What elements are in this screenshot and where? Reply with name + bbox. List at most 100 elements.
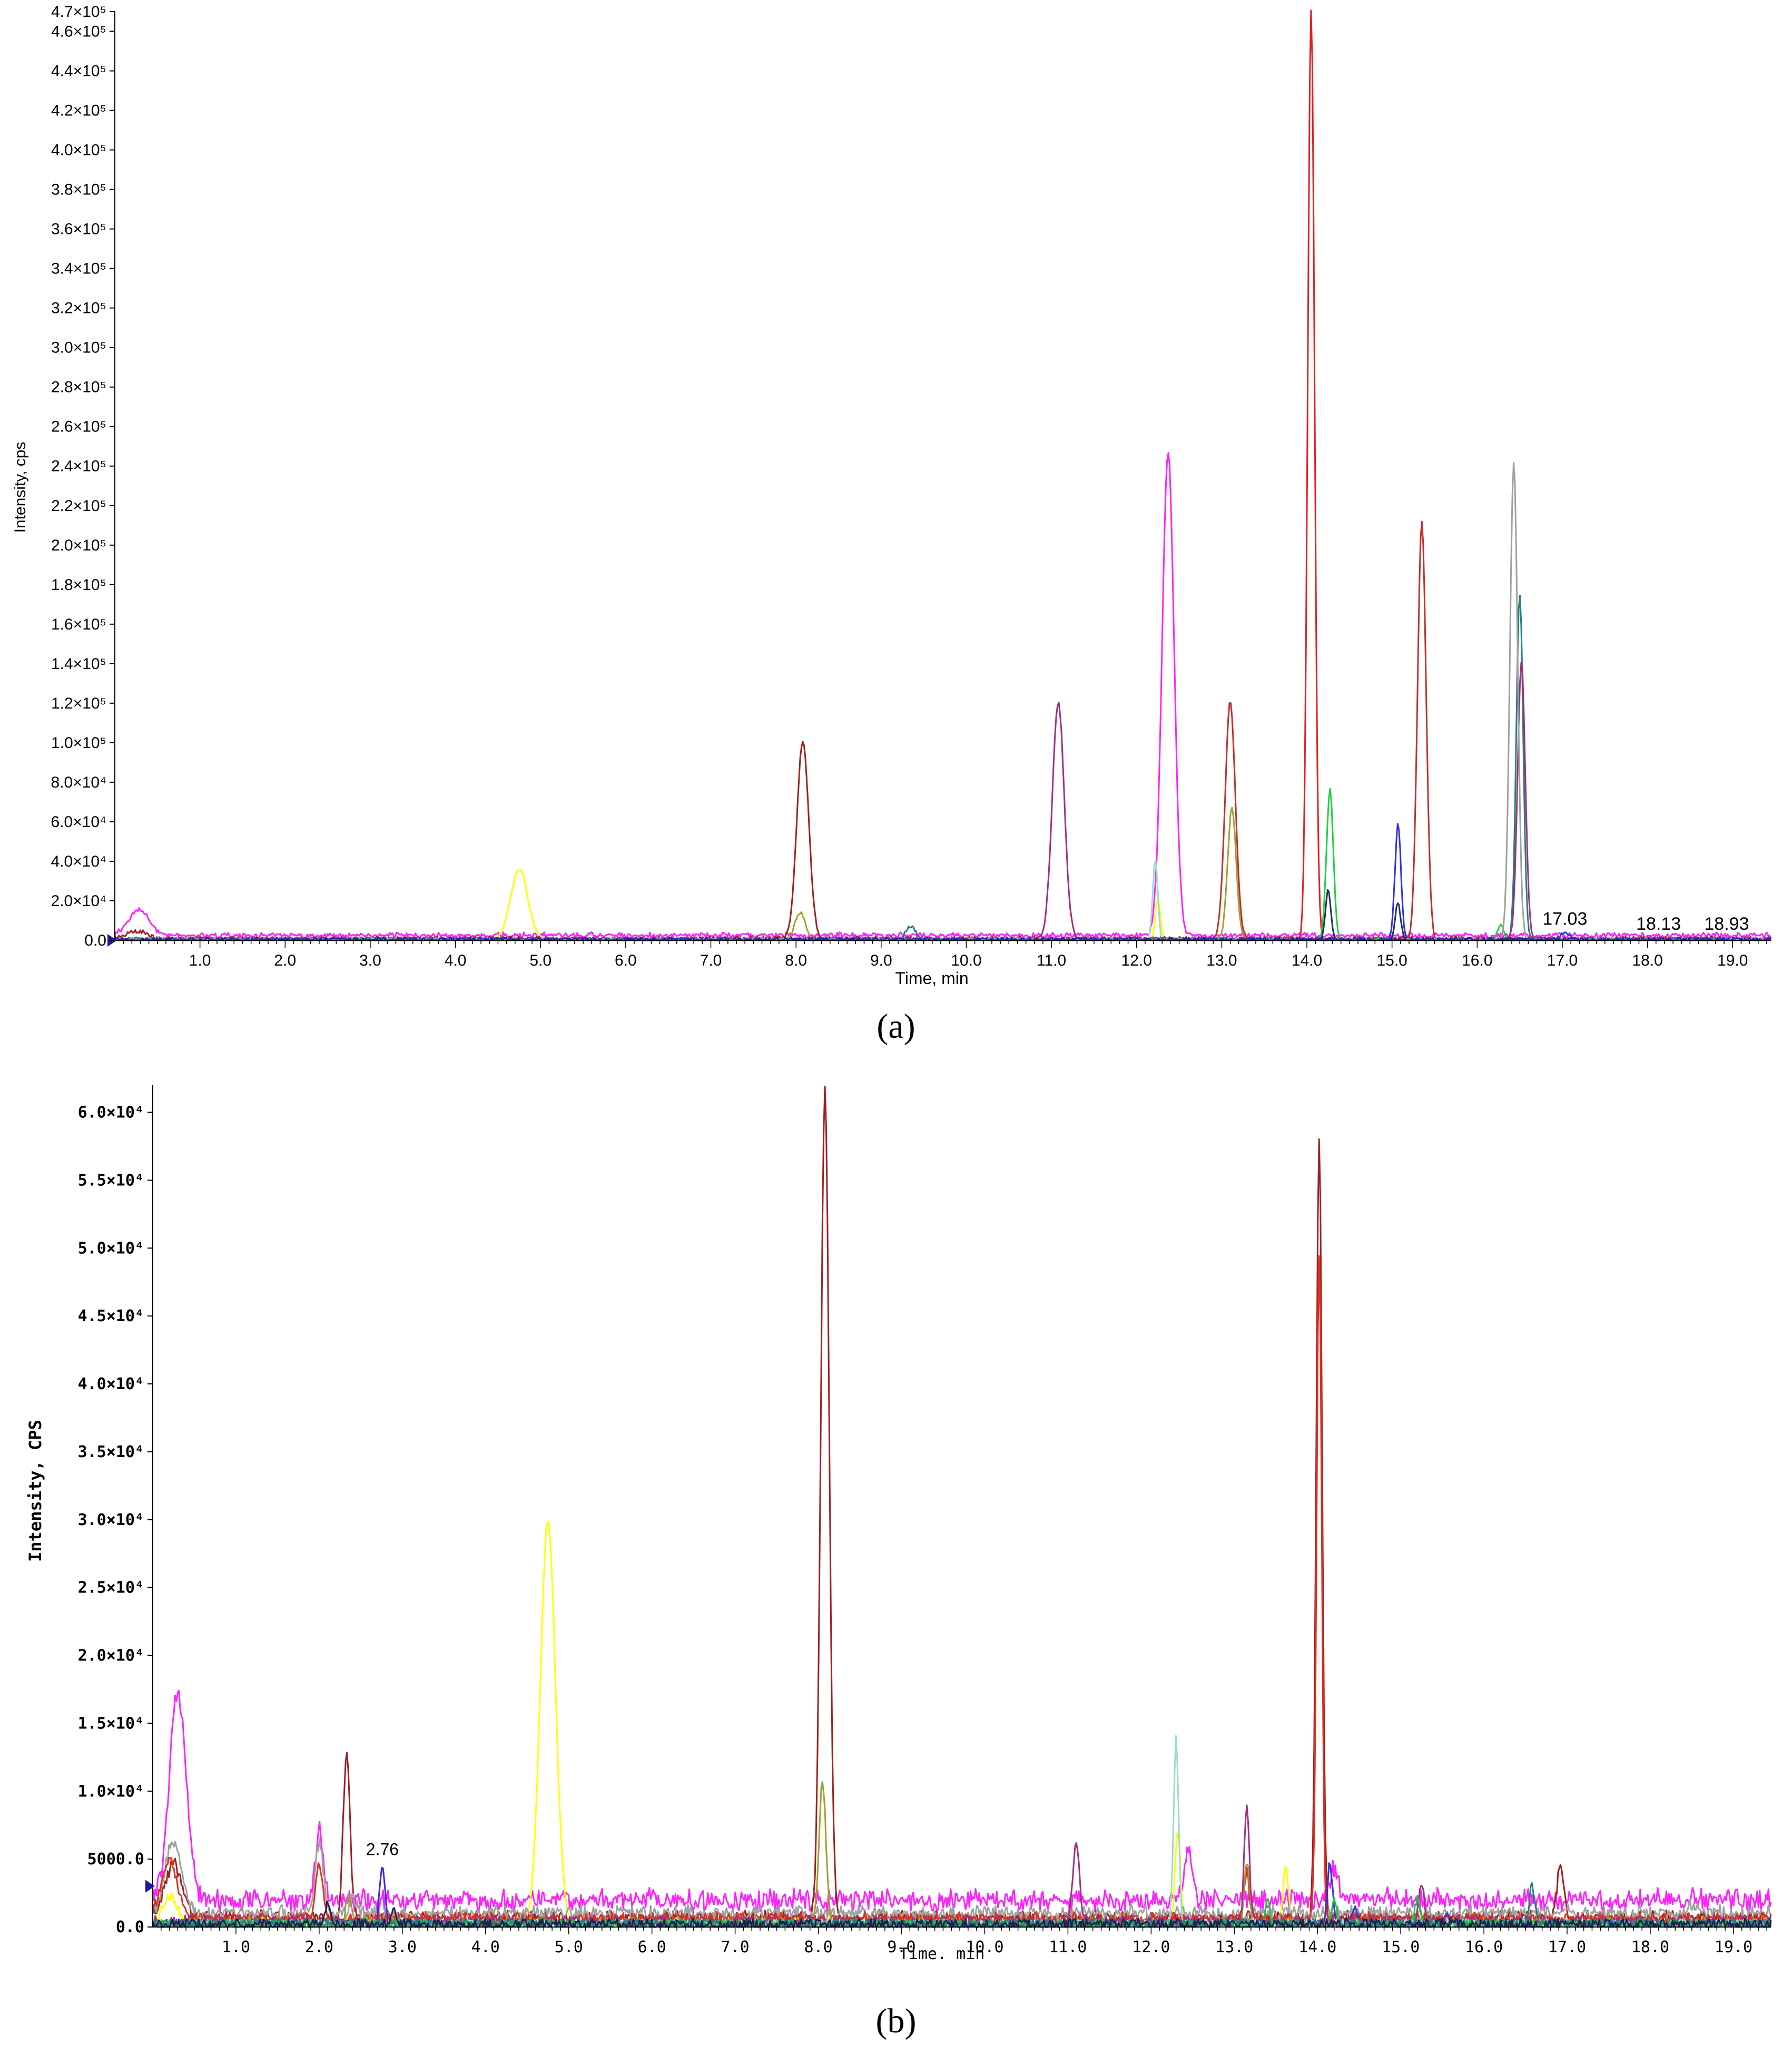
y-tick-label: 1.0×10⁵ [51,734,106,752]
chromatogram-panel-a: 1.0 2.0 3.0 4.0 5.0 6.0 7.0 8.0 9.0 10.0 11.0 12.0 1… [12,3,1772,1046]
chromatogram-panel-b: 1.0 2.0 3.0 4.0 5.0 6.0 7.0 8.0 9.0 10.0 11.0 12.0 1… [25,1085,1772,2040]
y-tick-label: 0.0 [116,1918,144,1936]
x-tick-label: 18.0 [1631,1938,1669,1956]
y-tick-label: 3.0×10⁴ [78,1511,144,1529]
y-tick-label: 1.8×10⁵ [51,576,106,594]
y-tick-label: 2.5×10⁴ [78,1579,144,1597]
x-tick-label: 2.0 [305,1938,333,1956]
y-tick-label: 3.4×10⁵ [51,260,106,278]
axes-a: 1.0 2.0 3.0 4.0 5.0 6.0 7.0 8.0 9.0 10.0 11.0 12.0 1… [51,3,1771,969]
y-tick-label: 2.6×10⁵ [51,418,106,436]
x-tick-label: 15.0 [1376,952,1407,969]
x-tick-label: 13.0 [1206,952,1237,969]
series-layer-b [152,1085,1772,1928]
y-tick-label: 2.8×10⁵ [51,379,106,396]
baseline-marker-icon [145,1880,155,1893]
x-tick-label: 19.0 [1717,952,1748,969]
y-tick-label: 4.6×10⁵ [51,23,106,41]
y-tick-label: 5.5×10⁴ [78,1171,144,1189]
chromatogram-trace [114,788,1772,941]
y-tick-label: 3.2×10⁵ [51,300,106,317]
x-tick-label: 5.0 [529,952,552,969]
y-tick-label: 2.0×10⁵ [51,537,106,554]
y-tick-label: 2.0×10⁴ [51,892,106,910]
y-tick-label: 4.5×10⁴ [78,1307,144,1325]
y-tick-label: 6.0×10⁴ [78,1104,144,1122]
x-tick-label: 4.0 [471,1938,500,1956]
series-layer-a [114,9,1772,941]
panel-label-b: (b) [876,2002,917,2040]
y-tick-label: 4.0×10⁴ [78,1375,144,1393]
x-tick-label: 11.0 [1049,1938,1087,1956]
x-tick-label: 9.0 [870,952,892,969]
x-tick-label: 18.0 [1632,952,1662,969]
y-tick-label: 1.0×10⁴ [78,1782,144,1801]
panel-label-a: (a) [877,1007,915,1046]
x-tick-label: 3.0 [388,1938,417,1956]
y-tick-label: 5.0×10⁴ [78,1239,144,1257]
axes-b: 1.0 2.0 3.0 4.0 5.0 6.0 7.0 8.0 9.0 10.0 11.0 12.0 1… [78,1085,1771,1956]
x-tick-label: 2.0 [274,952,296,969]
x-tick-label: 16.0 [1462,952,1492,969]
y-axis-title-a: Intensity, cps [12,442,29,533]
x-tick-label: 15.0 [1382,1938,1420,1956]
y-tick-label: 1.4×10⁵ [51,655,106,673]
chromatogram-trace [114,807,1771,941]
peak-retention-time-label: 17.03 [1542,909,1587,929]
x-tick-label: 1.0 [189,952,211,969]
x-tick-label: 13.0 [1215,1938,1253,1956]
x-tick-label: 4.0 [445,952,467,969]
x-tick-label: 8.0 [785,952,807,969]
y-tick-label: 4.2×10⁵ [51,102,106,120]
peak-retention-time-label: 2.76 [366,1840,399,1859]
x-tick-label: 7.0 [721,1938,750,1956]
annotations-a: 17.03 18.13 18.93 [1542,909,1749,934]
x-tick-label: 16.0 [1465,1938,1503,1956]
peak-retention-time-label: 18.13 [1636,914,1681,934]
x-tick-label: 19.0 [1715,1938,1752,1956]
annotations-b: 2.76 [366,1840,399,1859]
y-tick-label: 4.4×10⁵ [51,63,106,80]
y-tick-label: 3.0×10⁵ [51,339,106,357]
y-tick-label: 2.0×10⁴ [78,1647,144,1665]
y-tick-label: 1.2×10⁵ [51,695,106,712]
y-tick-label: 1.6×10⁵ [51,616,106,633]
x-tick-label: 14.0 [1298,1938,1336,1956]
chromatogram-trace [114,9,1771,941]
x-tick-label: 5.0 [555,1938,583,1956]
y-tick-label: 8.0×10⁴ [51,774,106,791]
chromatogram-trace [152,1520,1772,1928]
x-tick-label: 8.0 [804,1938,832,1956]
chromatogram-trace [152,1689,1772,1913]
x-tick-label: 17.0 [1548,1938,1586,1956]
x-tick-label: 6.0 [638,1938,666,1956]
x-tick-label: 14.0 [1292,952,1322,969]
y-tick-label: 2.4×10⁵ [51,458,106,475]
x-tick-label: 6.0 [615,952,637,969]
y-tick-label: 3.6×10⁵ [51,221,106,238]
y-tick-label: 4.0×10⁴ [51,853,106,870]
x-tick-label: 12.0 [1121,952,1152,969]
x-tick-label: 11.0 [1037,952,1066,969]
y-tick-label: 4.0×10⁵ [51,142,106,159]
x-tick-label: 7.0 [700,952,722,969]
y-tick-label: 2.2×10⁵ [51,497,106,515]
x-tick-label: 17.0 [1547,952,1578,969]
chromatogram-trace [152,1085,1772,1926]
chromatogram-trace [114,823,1771,941]
x-tick-label: 1.0 [222,1938,250,1956]
x-tick-label: 10.0 [951,952,981,969]
chromatogram-trace [152,1255,1772,1927]
y-tick-label: 3.8×10⁵ [51,181,106,199]
chromatogram-trace [152,1900,1772,1928]
x-tick-label: 12.0 [1132,1938,1170,1956]
x-tick-label: 10.0 [966,1938,1003,1956]
x-axis-title-b: Time. min [899,1945,985,1963]
peak-retention-time-label: 18.93 [1704,914,1749,934]
y-tick-label: 0.0 [84,932,106,949]
y-tick-label: 3.5×10⁴ [78,1443,144,1461]
x-tick-label: 9.0 [887,1938,915,1956]
x-axis-title-a: Time, min [895,969,968,988]
y-tick-label: 1.5×10⁴ [78,1714,144,1733]
